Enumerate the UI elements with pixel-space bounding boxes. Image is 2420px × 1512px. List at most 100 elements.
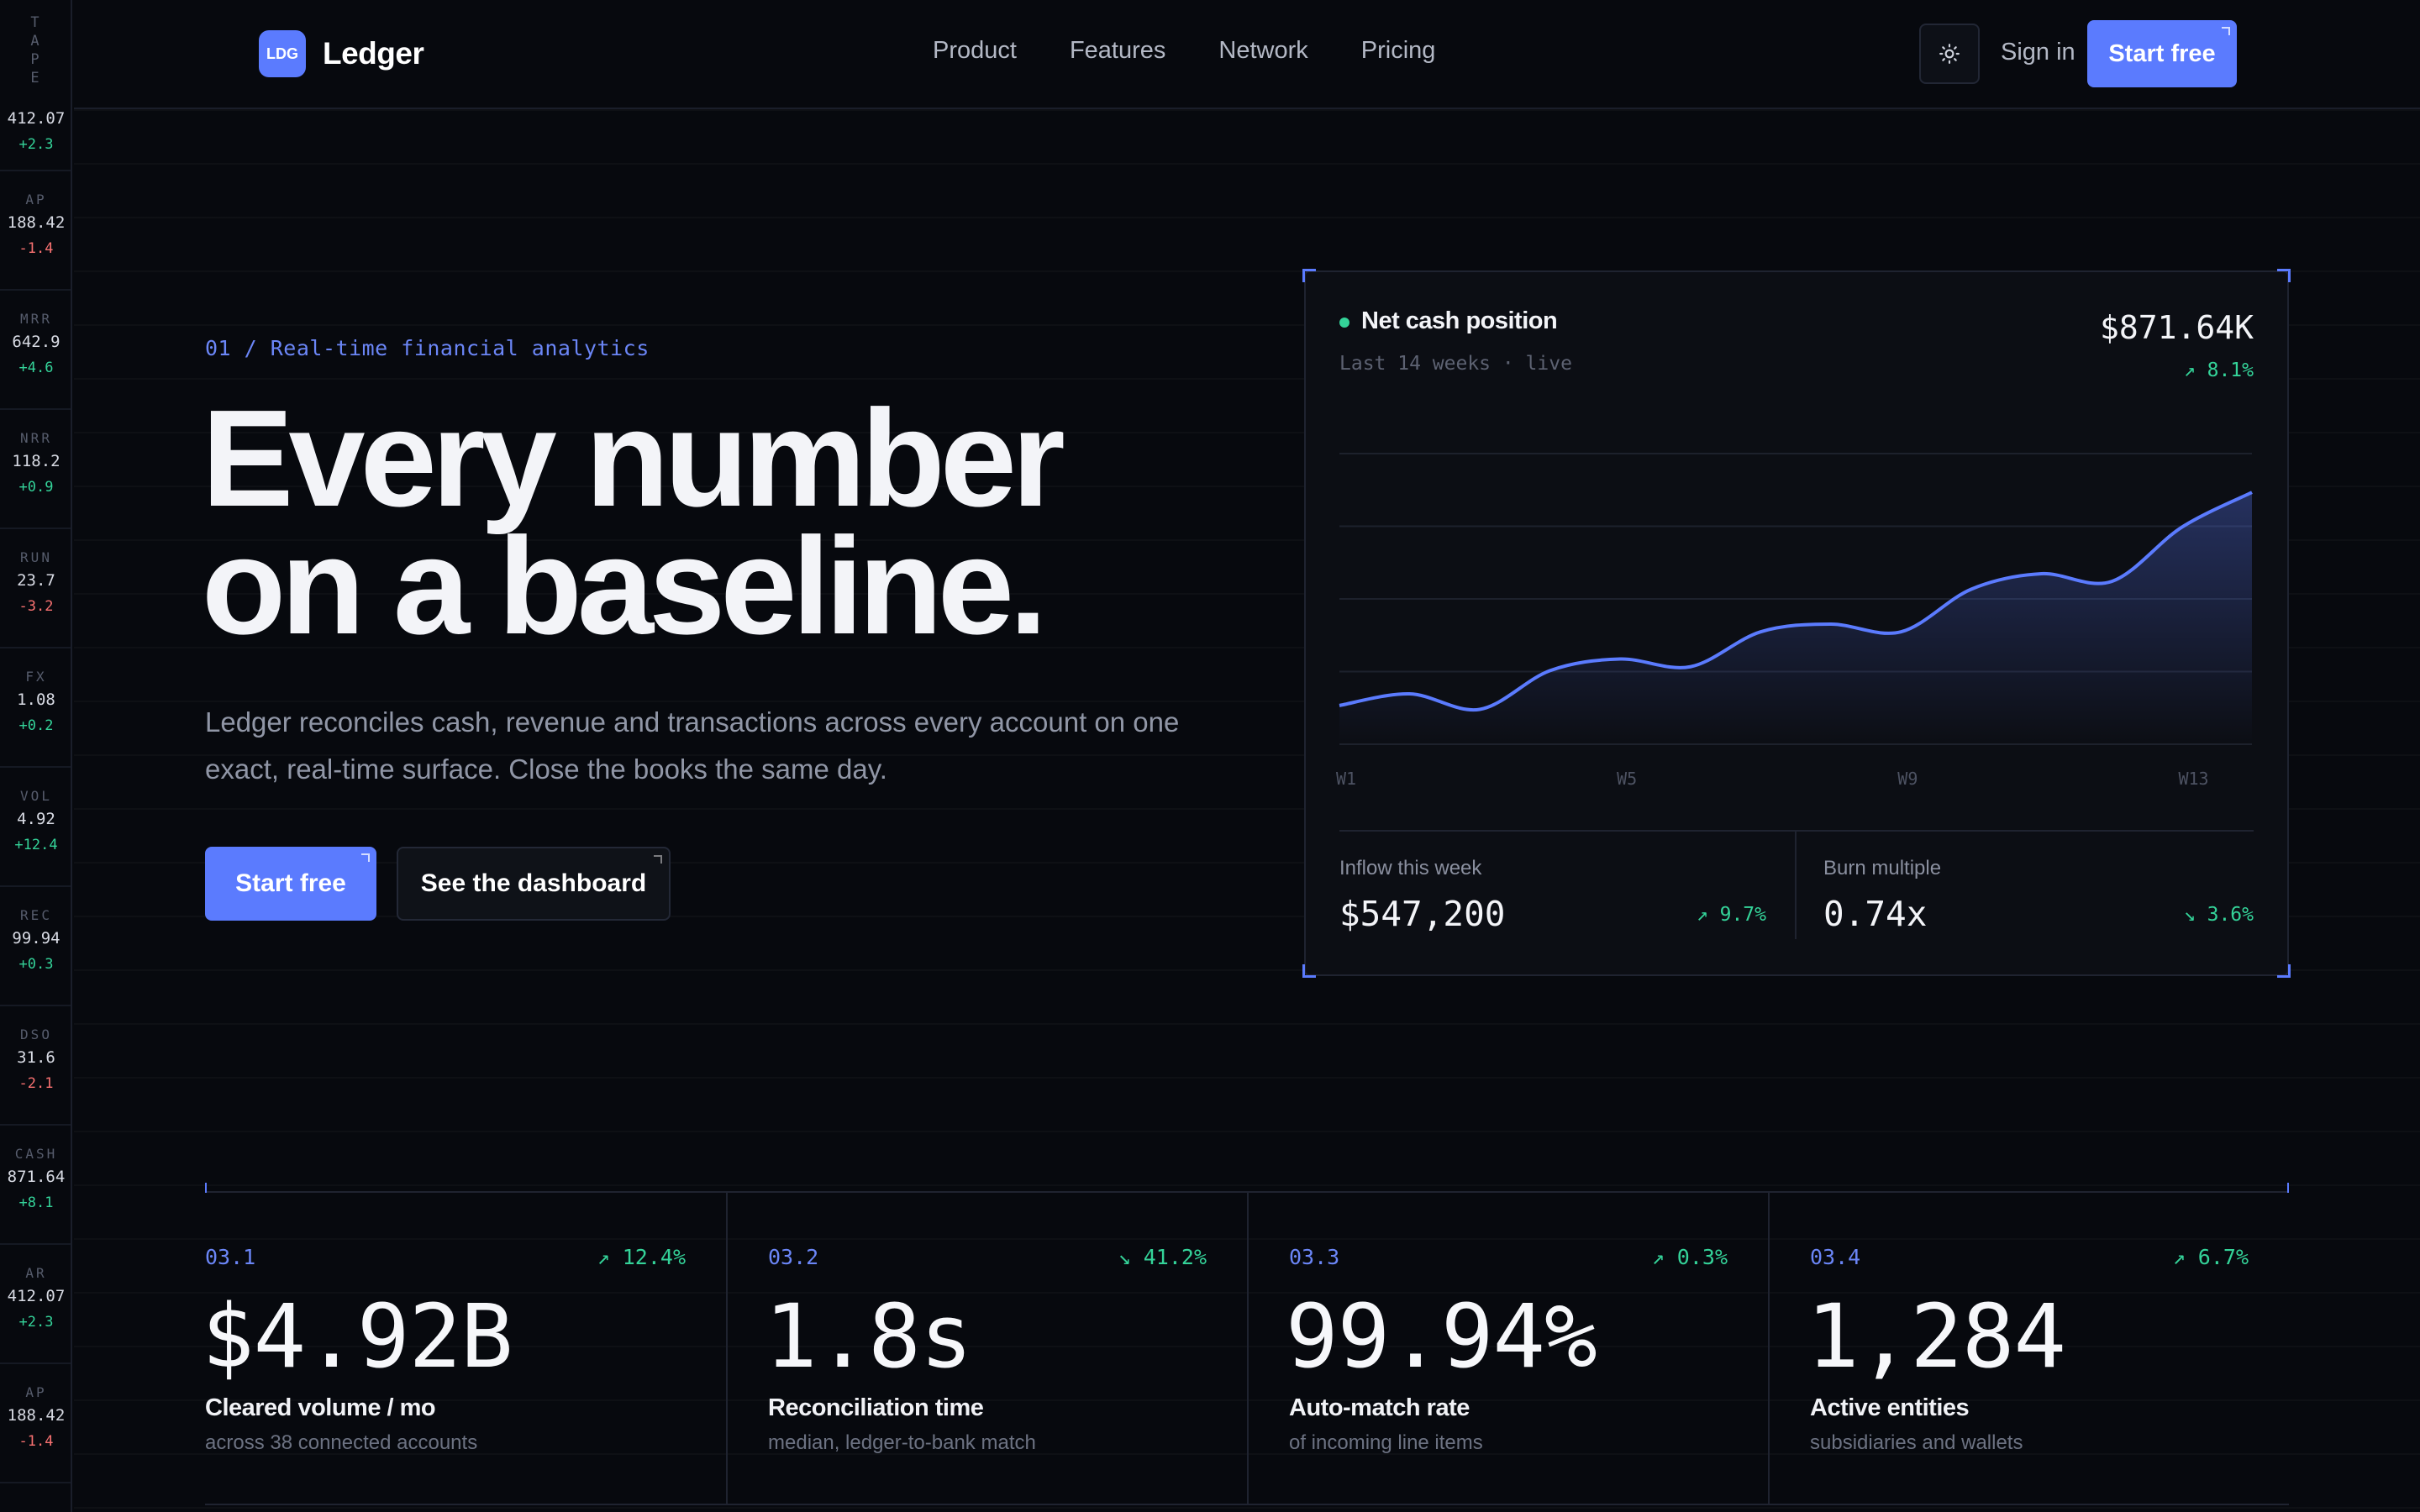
tape-delta: +8.1 — [18, 1194, 54, 1211]
inflow-value: $547,200 — [1339, 894, 1506, 934]
tape-value: 31.6 — [17, 1048, 55, 1067]
hero-cta-label: Start free — [235, 869, 346, 897]
tape-value: 871.64 — [7, 1168, 66, 1186]
tape-key: REC — [20, 907, 52, 923]
tape-key: VOL — [20, 788, 52, 804]
corner-bracket-icon — [2277, 964, 2291, 978]
tape-value: 188.42 — [7, 1406, 66, 1425]
tape-delta: +4.6 — [18, 360, 54, 376]
stat-index: 03.3 — [1289, 1245, 1340, 1269]
stat-delta: ↗ 6.7% — [2172, 1245, 2249, 1269]
chart-x-tick-label: W9 — [1897, 769, 1918, 789]
stat-label: Active entities — [1810, 1394, 1970, 1421]
stat-label: Reconciliation time — [768, 1394, 984, 1421]
rule-tick-icon — [205, 1183, 207, 1193]
tape-delta: +12.4 — [14, 837, 58, 853]
nav-start-free-button[interactable]: Start free — [2087, 20, 2237, 87]
tape-item: AP 188.42 -1.4 — [0, 171, 71, 291]
tape-value: 188.42 — [7, 213, 66, 232]
corner-tick-icon — [654, 855, 662, 864]
stat-value: 1.8s — [765, 1285, 972, 1388]
stat-value: 1,284 — [1807, 1285, 2066, 1388]
stat-value: $4.92B — [202, 1285, 513, 1388]
stat-value: 99.94% — [1286, 1285, 1597, 1388]
tape-key: CASH — [14, 1146, 58, 1162]
stat-sub: subsidiaries and wallets — [1810, 1431, 2023, 1454]
tape-item: FX 1.08 +0.2 — [0, 648, 71, 768]
hero-lede: Ledger reconciles cash, revenue and tran… — [205, 706, 1180, 785]
tape-item: NRR 118.2 +0.9 — [0, 410, 71, 529]
corner-bracket-icon — [1302, 964, 1316, 978]
hero-headline: Every number on a baseline. — [202, 390, 1210, 655]
tape-delta: +2.3 — [18, 1314, 54, 1331]
tape-item: DSO 31.6 -2.1 — [0, 1006, 71, 1126]
tape-item: CASH 871.64 +8.1 — [0, 1126, 71, 1245]
corner-bracket-icon — [1302, 269, 1316, 282]
card-divider — [1339, 830, 2254, 832]
stat-index: 03.4 — [1810, 1245, 1861, 1269]
tape-delta: -3.2 — [18, 598, 54, 615]
stat-index: 03.2 — [768, 1245, 819, 1269]
sun-icon — [1939, 44, 1960, 64]
tape-delta: -2.1 — [18, 1075, 54, 1092]
nav-link-features[interactable]: Features — [1069, 37, 1166, 64]
tape-item: AP 188.42 -1.4 — [0, 1364, 71, 1483]
corner-bracket-icon — [2277, 269, 2291, 282]
see-dashboard-button[interactable]: See the dashboard — [397, 847, 671, 921]
nav-link-pricing[interactable]: Pricing — [1360, 37, 1436, 64]
burn-multiple-value: 0.74x — [1823, 894, 1928, 934]
inflow-label: Inflow this week — [1339, 857, 1482, 879]
brand-name: Ledger — [323, 36, 424, 71]
tape-value: 642.9 — [12, 333, 60, 351]
tape-value: 99.94 — [12, 929, 60, 948]
tape-item: 412.07 +2.3 — [0, 99, 71, 171]
chart-x-tick-label: W13 — [2178, 769, 2208, 789]
card-title: Net cash position — [1361, 307, 1558, 334]
stat-label: Auto-match rate — [1289, 1394, 1470, 1421]
tape-title-letter: P — [30, 51, 42, 68]
tape-key: MRR — [20, 311, 52, 327]
tape-delta: -1.4 — [18, 1433, 54, 1450]
hero-start-free-button[interactable]: Start free — [205, 847, 376, 921]
brand-logo[interactable]: LDG Ledger — [259, 30, 424, 77]
tape-value: 23.7 — [17, 571, 55, 590]
nav-link-network[interactable]: Network — [1218, 37, 1308, 64]
tape-value: 412.07 — [7, 1287, 66, 1305]
card-subtitle: Last 14 weeks · live — [1339, 353, 1572, 375]
stat-active-entities: 03.4 ↗ 6.7% 1,284 Active entities subsid… — [1768, 1193, 2289, 1504]
nav-link-product[interactable]: Product — [933, 37, 1017, 64]
live-indicator-dot — [1339, 318, 1349, 328]
tape-delta: -1.4 — [18, 240, 54, 257]
stat-sub: of incoming line items — [1289, 1431, 1483, 1454]
tape-delta: +0.2 — [18, 717, 54, 734]
card-value: $871.64K — [2099, 309, 2254, 346]
tape-delta: +0.9 — [18, 479, 54, 496]
stat-reconciliation-time: 03.2 ↘ 41.2% 1.8s Reconciliation time me… — [726, 1193, 1247, 1504]
tape-title-letter: A — [30, 33, 42, 50]
stats-row: 03.1 ↗ 12.4% $4.92B Cleared volume / mo … — [202, 1183, 2289, 1505]
tape-key: AP — [25, 1384, 47, 1400]
logo-mark: LDG — [259, 30, 306, 77]
tape-item: AR 412.07 +2.3 — [0, 1245, 71, 1364]
net-cash-chart: W1 W5 W9 W13 — [1336, 453, 2253, 789]
burn-multiple-delta: ↘ 3.6% — [2183, 904, 2254, 926]
nav-links: Product Features Network Pricing — [933, 37, 1488, 65]
burn-multiple-label: Burn multiple — [1823, 857, 1942, 879]
tape-key: DSO — [20, 1026, 52, 1042]
tape-items: 412.07 +2.3 AP 188.42 -1.4 MRR 642.9 +4.6 NRR 118… — [0, 99, 71, 1483]
theme-toggle-button[interactable] — [1919, 24, 1980, 84]
tape-key: NRR — [20, 430, 52, 446]
tape-value: 118.2 — [12, 452, 60, 470]
stat-auto-match-rate: 03.3 ↗ 0.3% 99.94% Auto-match rate of in… — [1247, 1193, 1768, 1504]
sign-in-link[interactable]: Sign in — [2001, 39, 2075, 66]
stat-label: Cleared volume / mo — [205, 1394, 436, 1421]
tape-title-letter: E — [30, 70, 42, 87]
corner-tick-icon — [361, 853, 370, 862]
nav-cta-label: Start free — [2108, 39, 2216, 67]
top-navbar: LDG Ledger Product Features Network Pric… — [74, 0, 2420, 109]
stat-sub: across 38 connected accounts — [205, 1431, 478, 1454]
tape-key: AP — [25, 192, 47, 207]
tape-key: FX — [25, 669, 47, 685]
